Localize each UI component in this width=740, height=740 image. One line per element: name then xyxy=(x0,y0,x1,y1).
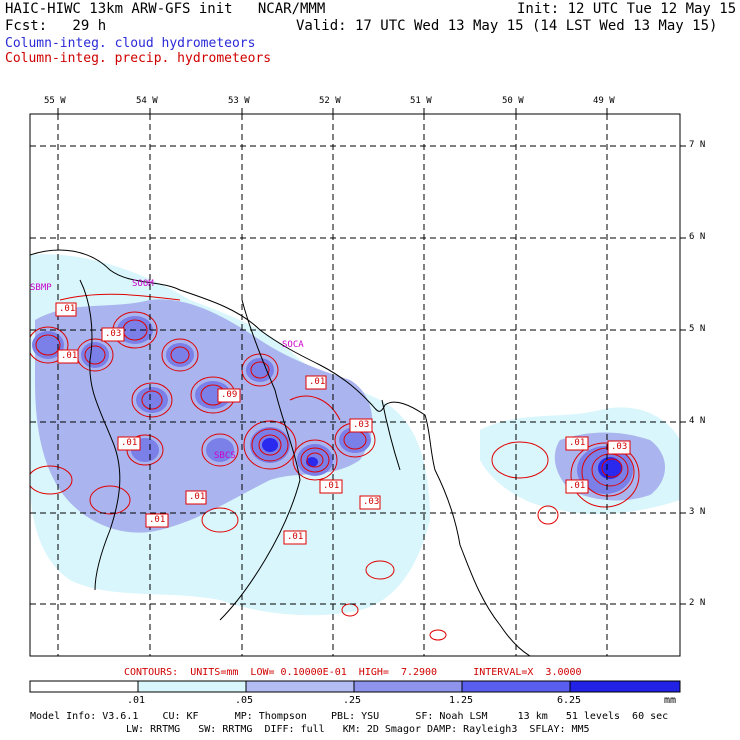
colorbar-tick: .25 xyxy=(343,695,362,706)
station-label: SOCA xyxy=(282,340,304,350)
contour-label: .01 xyxy=(569,438,586,448)
contour-label: .01 xyxy=(121,438,138,448)
contour-label: .03 xyxy=(353,420,370,430)
contour-label: .01 xyxy=(309,377,326,387)
contour-label: .03 xyxy=(105,329,122,339)
header-valid: Valid: 17 UTC Wed 13 May 15 (14 LST Wed … xyxy=(296,18,718,34)
station-label: SBMP xyxy=(30,283,52,293)
legend-precip: Column-integ. precip. hydrometeors xyxy=(5,51,272,66)
contour-label: .03 xyxy=(611,442,628,452)
lat-label: 2 N xyxy=(689,598,706,608)
contour-label: .01 xyxy=(323,481,340,491)
contour-label: .01 xyxy=(287,532,304,542)
colorbar-tick: .01 xyxy=(127,695,146,706)
lon-label: 55 W xyxy=(44,96,66,106)
station-label: SOOM xyxy=(132,279,154,289)
colorbar-tick: .05 xyxy=(235,695,254,706)
header-forecast: Fcst: 29 h xyxy=(5,18,107,34)
lat-label: 7 N xyxy=(689,140,706,150)
legend-cloud: Column-integ. cloud hydrometeors xyxy=(5,36,256,51)
colorbar-unit: mm xyxy=(664,695,677,706)
lon-label: 54 W xyxy=(136,96,158,106)
station-label: SBCS xyxy=(214,451,236,461)
lon-label: 52 W xyxy=(319,96,341,106)
lat-lon-grid xyxy=(30,114,680,656)
coastline xyxy=(30,249,531,656)
lat-label: 4 N xyxy=(689,416,706,426)
lon-label: 53 W xyxy=(228,96,250,106)
contour-label: .09 xyxy=(221,390,238,400)
lat-label: 5 N xyxy=(689,324,706,334)
lat-label: 6 N xyxy=(689,232,706,242)
lon-label: 51 W xyxy=(410,96,432,106)
contour-label: .01 xyxy=(59,304,76,314)
header-title: HAIC-HIWC 13km ARW-GFS init NCAR/MMM xyxy=(5,1,326,17)
model-info-line2: LW: RRTMG SW: RRTMG DIFF: full KM: 2D Sm… xyxy=(126,724,590,735)
contour-label: .01 xyxy=(61,351,78,361)
contour-label: .01 xyxy=(149,515,166,525)
colorbar-tick: 1.25 xyxy=(449,695,474,706)
colorbar-tick: 6.25 xyxy=(557,695,582,706)
contour-label: .01 xyxy=(569,481,586,491)
contours-info: CONTOURS: UNITS=mm LOW= 0.10000E-01 HIGH… xyxy=(124,667,582,678)
lon-label: 50 W xyxy=(502,96,524,106)
map-frame xyxy=(29,113,681,657)
lat-label: 3 N xyxy=(689,507,706,517)
lon-label: 49 W xyxy=(593,96,615,106)
contour-label: .01 xyxy=(189,492,206,502)
contour-label: .03 xyxy=(363,497,380,507)
model-info-line1: Model Info: V3.6.1 CU: KF MP: Thompson P… xyxy=(30,711,669,722)
header-init: Init: 12 UTC Tue 12 May 15 xyxy=(517,1,737,17)
contour-label-boxes xyxy=(55,302,631,545)
axis-ticks xyxy=(57,108,686,605)
